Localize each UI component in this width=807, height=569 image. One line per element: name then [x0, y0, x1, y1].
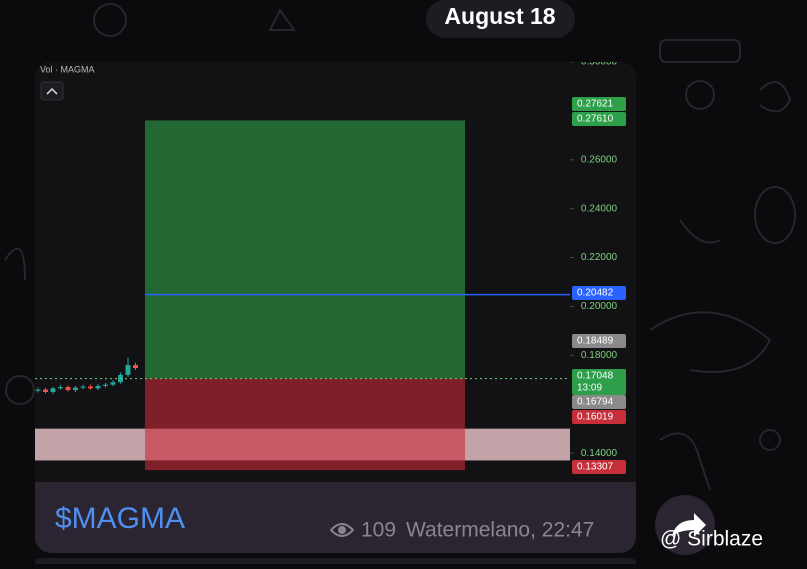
candle-body — [65, 387, 71, 391]
doodle-background — [4, 3, 796, 491]
price-label-box — [572, 97, 626, 111]
candle-body — [50, 388, 56, 392]
candle-body — [58, 387, 63, 389]
price-label: 0.16794 — [577, 397, 614, 408]
candle-body — [125, 365, 131, 375]
price-label: 0.27621 — [577, 99, 614, 110]
collapse-button[interactable] — [40, 81, 64, 101]
price-label: 0.20482 — [577, 288, 614, 299]
price-label-box — [572, 286, 626, 300]
price-label: 0.16019 — [577, 412, 614, 423]
price-label-box — [572, 395, 626, 409]
candle-body — [88, 386, 93, 389]
price-label: 0.27610 — [577, 114, 614, 125]
collapse-icon — [46, 87, 58, 95]
candle-body — [35, 389, 41, 391]
stop-loss-zone — [145, 378, 465, 471]
price-label-box — [572, 369, 626, 395]
candle-body — [95, 385, 101, 389]
candle-body — [80, 386, 86, 388]
plot: 0.30000 0.26000 0.24000 0.22000 0.20000 0.180… — [35, 57, 626, 474]
watermark: @ Sirblaze — [660, 528, 763, 551]
y-tick-label: 0.22000 — [581, 252, 618, 263]
views-icon — [329, 523, 355, 537]
candle-body — [103, 384, 108, 386]
price-label: 0.13307 — [577, 462, 614, 473]
date-pill: August 18 — [426, 0, 575, 38]
chart-legend: Vol · MAGMA — [40, 64, 95, 74]
price-label: 0.17048 — [577, 371, 614, 382]
price-sublabel: 13:09 — [577, 383, 602, 394]
candle-body — [73, 387, 78, 391]
y-tick-label: 0.20000 — [581, 301, 618, 312]
price-label-box — [572, 460, 626, 474]
candle-body — [110, 382, 116, 385]
message-text[interactable]: $MAGMA — [55, 502, 185, 535]
price-label: 0.18489 — [577, 336, 614, 347]
y-tick-label: 0.18000 — [581, 350, 618, 361]
y-tick-label: 0.14000 — [581, 448, 618, 459]
candle-body — [133, 365, 138, 369]
price-label-box — [572, 112, 626, 126]
y-tick-label: 0.24000 — [581, 203, 618, 214]
message-meta: Watermelano, 22:47 — [406, 519, 594, 542]
message-card: Vol · MAGMA 0.30000 0.26000 0.24000 0.22000… — [35, 57, 636, 553]
view-count: 109 — [361, 519, 396, 542]
candle-body — [43, 389, 48, 392]
take-profit-zone — [145, 120, 465, 379]
forward-button[interactable] — [655, 495, 715, 555]
y-tick-label: 0.30000 — [581, 57, 618, 68]
price-label-box — [572, 410, 626, 424]
next-message — [35, 558, 636, 568]
y-tick-label: 0.26000 — [581, 154, 618, 165]
price-label-box — [572, 334, 626, 348]
date-label: August 18 — [444, 3, 555, 29]
